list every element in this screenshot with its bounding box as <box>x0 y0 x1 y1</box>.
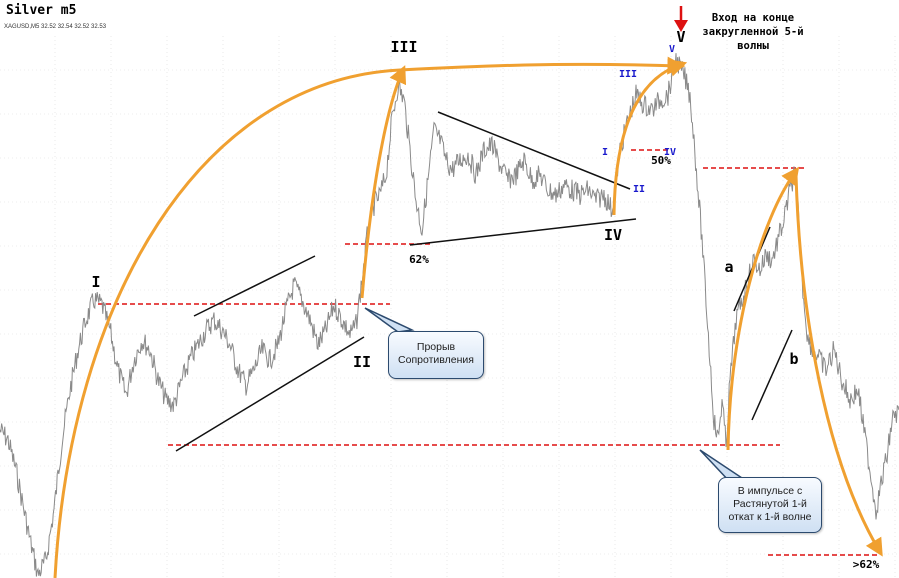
impulse-callout-line-1: В импульсе с <box>737 485 803 497</box>
breakout-callout-line-1: Прорыв <box>416 341 456 353</box>
entry-note-line-2: закругленной 5-й <box>702 26 804 38</box>
entry-arrow-icon <box>674 6 688 32</box>
wave-arcs <box>53 56 883 578</box>
triangle-lower <box>409 218 637 246</box>
sub-wave-label: IV <box>664 147 676 158</box>
percent-label: >62% <box>853 558 880 571</box>
ticker-readout: XAGUSD,M5 32.52 32.54 32.52 32.53 <box>4 24 107 30</box>
trendlines <box>175 111 793 452</box>
wave-b-line <box>751 329 793 421</box>
wave-label: V <box>676 28 685 46</box>
wave-label: a <box>724 258 733 276</box>
wave-label: I <box>91 273 100 291</box>
channel-upper <box>193 255 316 317</box>
sub-wave-label: II <box>633 184 645 195</box>
percent-label: 62% <box>409 253 429 266</box>
chart-title: Silver m5 <box>6 3 77 18</box>
impulse-callout: В импульсе с Растянутой 1-й откат к 1-й … <box>718 477 822 533</box>
wave-label: b <box>789 350 798 368</box>
breakout-callout-line-2: Сопротивления <box>398 354 474 366</box>
impulse-callout-line-3: откат к 1-й волне <box>728 511 812 523</box>
sub-wave-label: I <box>602 147 608 158</box>
arc-drop <box>794 174 883 557</box>
wave-label: IV <box>604 226 622 244</box>
entry-note: Вход на конце закругленной 5-й волны <box>693 11 813 53</box>
percent-label: 50% <box>651 154 671 167</box>
wave-label: III <box>390 38 417 56</box>
arc-sub-wave <box>612 59 688 216</box>
channel-lower <box>175 336 365 452</box>
breakout-callout: Прорыв Сопротивления <box>388 331 484 379</box>
wave-label: II <box>353 353 371 371</box>
sub-wave-label: V <box>669 44 675 55</box>
arc-wave-iii <box>360 65 407 299</box>
triangle-upper <box>437 111 631 190</box>
entry-note-line-3: волны <box>737 40 769 52</box>
entry-note-line-1: Вход на конце <box>711 12 795 24</box>
breakout-pointer <box>364 307 415 333</box>
arc-wave-a <box>726 166 800 451</box>
impulse-callout-line-2: Растянутой 1-й <box>733 498 807 510</box>
sub-wave-label: III <box>619 69 637 80</box>
arc-big <box>53 56 686 578</box>
